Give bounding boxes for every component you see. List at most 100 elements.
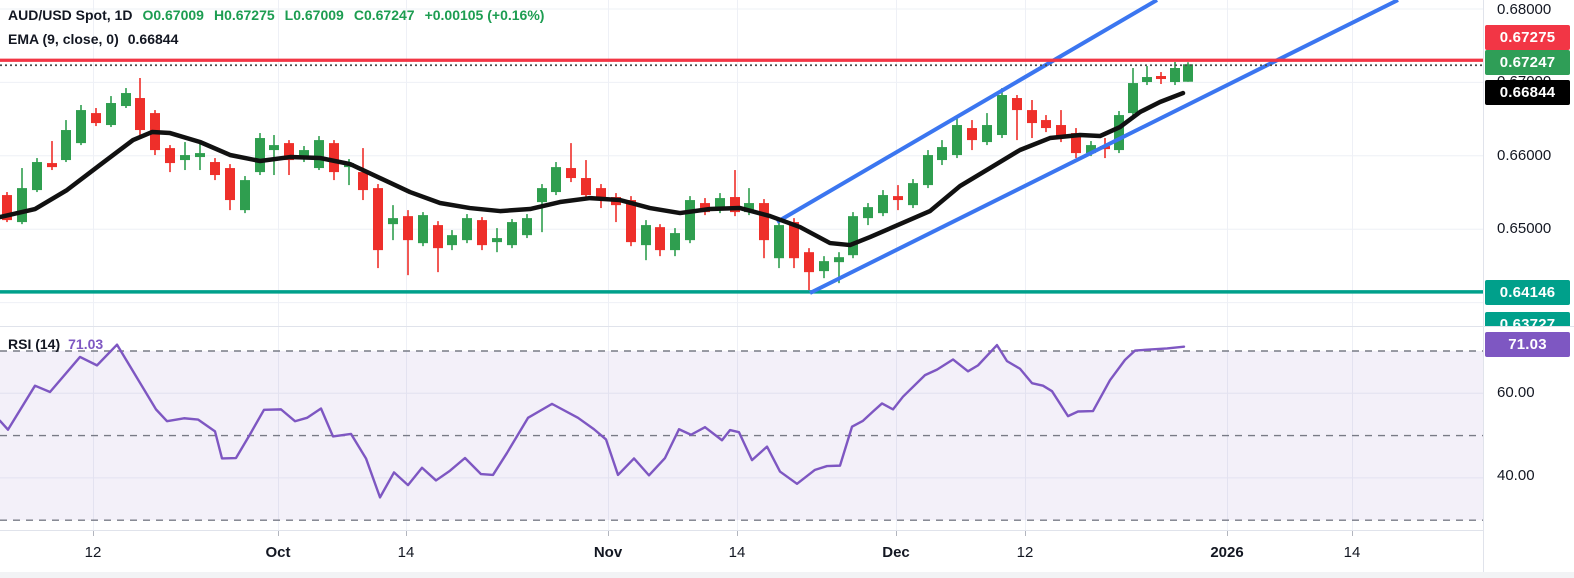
time-tick-mark <box>896 531 897 536</box>
candle-body <box>61 130 71 161</box>
candle-body <box>358 172 368 191</box>
candle-body <box>433 225 443 249</box>
ohlc-close: C0.67247 <box>353 7 415 23</box>
ema-legend[interactable]: EMA (9, close, 0) 0.66844 <box>8 31 178 47</box>
time-tick-mark <box>278 531 279 536</box>
price-badge: 71.03 <box>1485 332 1570 357</box>
time-tick-mark <box>608 531 609 536</box>
price-axis-label: 40.00 <box>1497 467 1535 484</box>
candle-body <box>804 252 814 273</box>
candle-body <box>715 198 725 211</box>
candle-body <box>982 125 992 143</box>
trend-channel[interactable] <box>775 0 1399 295</box>
candle-body <box>32 162 42 191</box>
trendline <box>775 0 1159 224</box>
candle-body <box>373 188 383 251</box>
candle-body <box>210 162 220 176</box>
candle-body <box>269 145 279 151</box>
candle-body <box>1086 145 1096 154</box>
price-axis-main-pane[interactable]: 0.680000.670000.660000.650000.672750.672… <box>1484 0 1574 326</box>
ohlc-high: H0.67275 <box>213 7 275 23</box>
time-tick-mark <box>1352 531 1353 536</box>
time-axis-label: 12 <box>1016 544 1034 561</box>
candle-body <box>47 163 57 168</box>
price-change: +0.00105 (+0.16%) <box>424 7 545 23</box>
candle-body <box>165 148 175 164</box>
price-badge: 0.67275 <box>1485 25 1570 50</box>
candle-body <box>240 180 250 211</box>
rsi-legend[interactable]: RSI (14) 71.03 <box>8 336 103 352</box>
candle-body <box>581 178 591 196</box>
candle-body <box>819 261 829 272</box>
candle-body <box>522 218 532 236</box>
time-tick-mark <box>737 531 738 536</box>
time-axis-label: Oct <box>265 544 291 561</box>
candle-body <box>135 98 145 131</box>
time-axis-label: 14 <box>1343 544 1361 561</box>
candle-body <box>121 93 131 107</box>
candle-body <box>730 197 740 213</box>
price-axis-label: 0.66000 <box>1497 147 1552 164</box>
candle-body <box>655 227 665 251</box>
price-badge: 0.63727 <box>1485 312 1570 326</box>
ema-line <box>0 90 1186 248</box>
candle-body <box>1012 98 1022 111</box>
ema-value: 0.66844 <box>127 31 179 47</box>
time-tick-mark <box>406 531 407 536</box>
candle-body <box>774 225 784 259</box>
candle-body <box>908 183 918 206</box>
price-axis[interactable]: 0.680000.670000.660000.650000.672750.672… <box>1483 0 1574 578</box>
candle-body <box>314 140 324 169</box>
candle-body <box>1056 125 1066 139</box>
candle-body <box>1183 64 1193 82</box>
candles-layer[interactable] <box>2 61 1193 291</box>
rsi-value: 71.03 <box>68 336 104 352</box>
candle-body <box>759 203 769 241</box>
time-axis[interactable]: 12 Oct 14 Nov 14 Dec 12 2026 14 <box>0 530 1574 578</box>
candle-body <box>76 110 86 144</box>
symbol-legend[interactable]: AUD/USD Spot, 1D O0.67009 H0.67275 L0.67… <box>8 7 544 23</box>
candle-body <box>566 168 576 179</box>
time-axis-label: Dec <box>882 544 910 561</box>
time-tick-mark <box>1025 531 1026 536</box>
candle-body <box>997 95 1007 136</box>
trendline <box>809 0 1399 295</box>
symbol-title[interactable]: AUD/USD Spot, 1D <box>8 7 133 23</box>
price-axis-label: 0.65000 <box>1497 220 1552 237</box>
candle-body <box>923 155 933 186</box>
candle-body <box>1071 133 1081 154</box>
price-axis-label: 60.00 <box>1497 384 1535 401</box>
ohlc-low: L0.67009 <box>284 7 344 23</box>
candle-body <box>329 143 339 173</box>
candle-body <box>91 113 101 124</box>
candle-body <box>225 168 235 201</box>
rsi-line <box>0 343 1186 499</box>
candle-body <box>255 138 265 173</box>
price-axis-rsi-pane[interactable]: 60.00 40.00 71.03 <box>1484 326 1574 530</box>
time-axis-label: Nov <box>593 544 623 561</box>
candle-body <box>967 128 977 141</box>
candle-body <box>507 222 517 246</box>
price-axis-label: 0.68000 <box>1497 1 1552 18</box>
ohlc-open: O0.67009 <box>142 7 204 23</box>
candle-body <box>447 235 457 246</box>
candle-body <box>551 167 561 193</box>
time-axis-label: 2026 <box>1210 544 1244 561</box>
time-axis-label: 12 <box>84 544 102 561</box>
candle-body <box>1027 110 1037 124</box>
candle-body <box>477 220 487 246</box>
candle-body <box>596 188 606 199</box>
candle-body <box>848 216 858 256</box>
candle-body <box>1041 120 1051 129</box>
rsi-label: RSI (14) <box>8 336 61 352</box>
price-badge: 0.66844 <box>1485 80 1570 105</box>
candle-body <box>626 200 636 243</box>
candle-body <box>670 233 680 251</box>
candle-body <box>418 215 428 244</box>
candle-body <box>1170 68 1180 83</box>
price-badge: 0.64146 <box>1485 280 1570 305</box>
candle-body <box>180 155 190 161</box>
window-bottom-edge <box>0 572 1574 578</box>
